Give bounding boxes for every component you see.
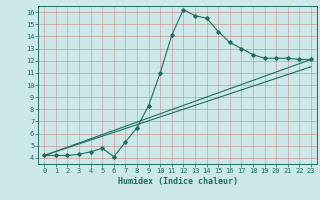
X-axis label: Humidex (Indice chaleur): Humidex (Indice chaleur) — [118, 177, 238, 186]
